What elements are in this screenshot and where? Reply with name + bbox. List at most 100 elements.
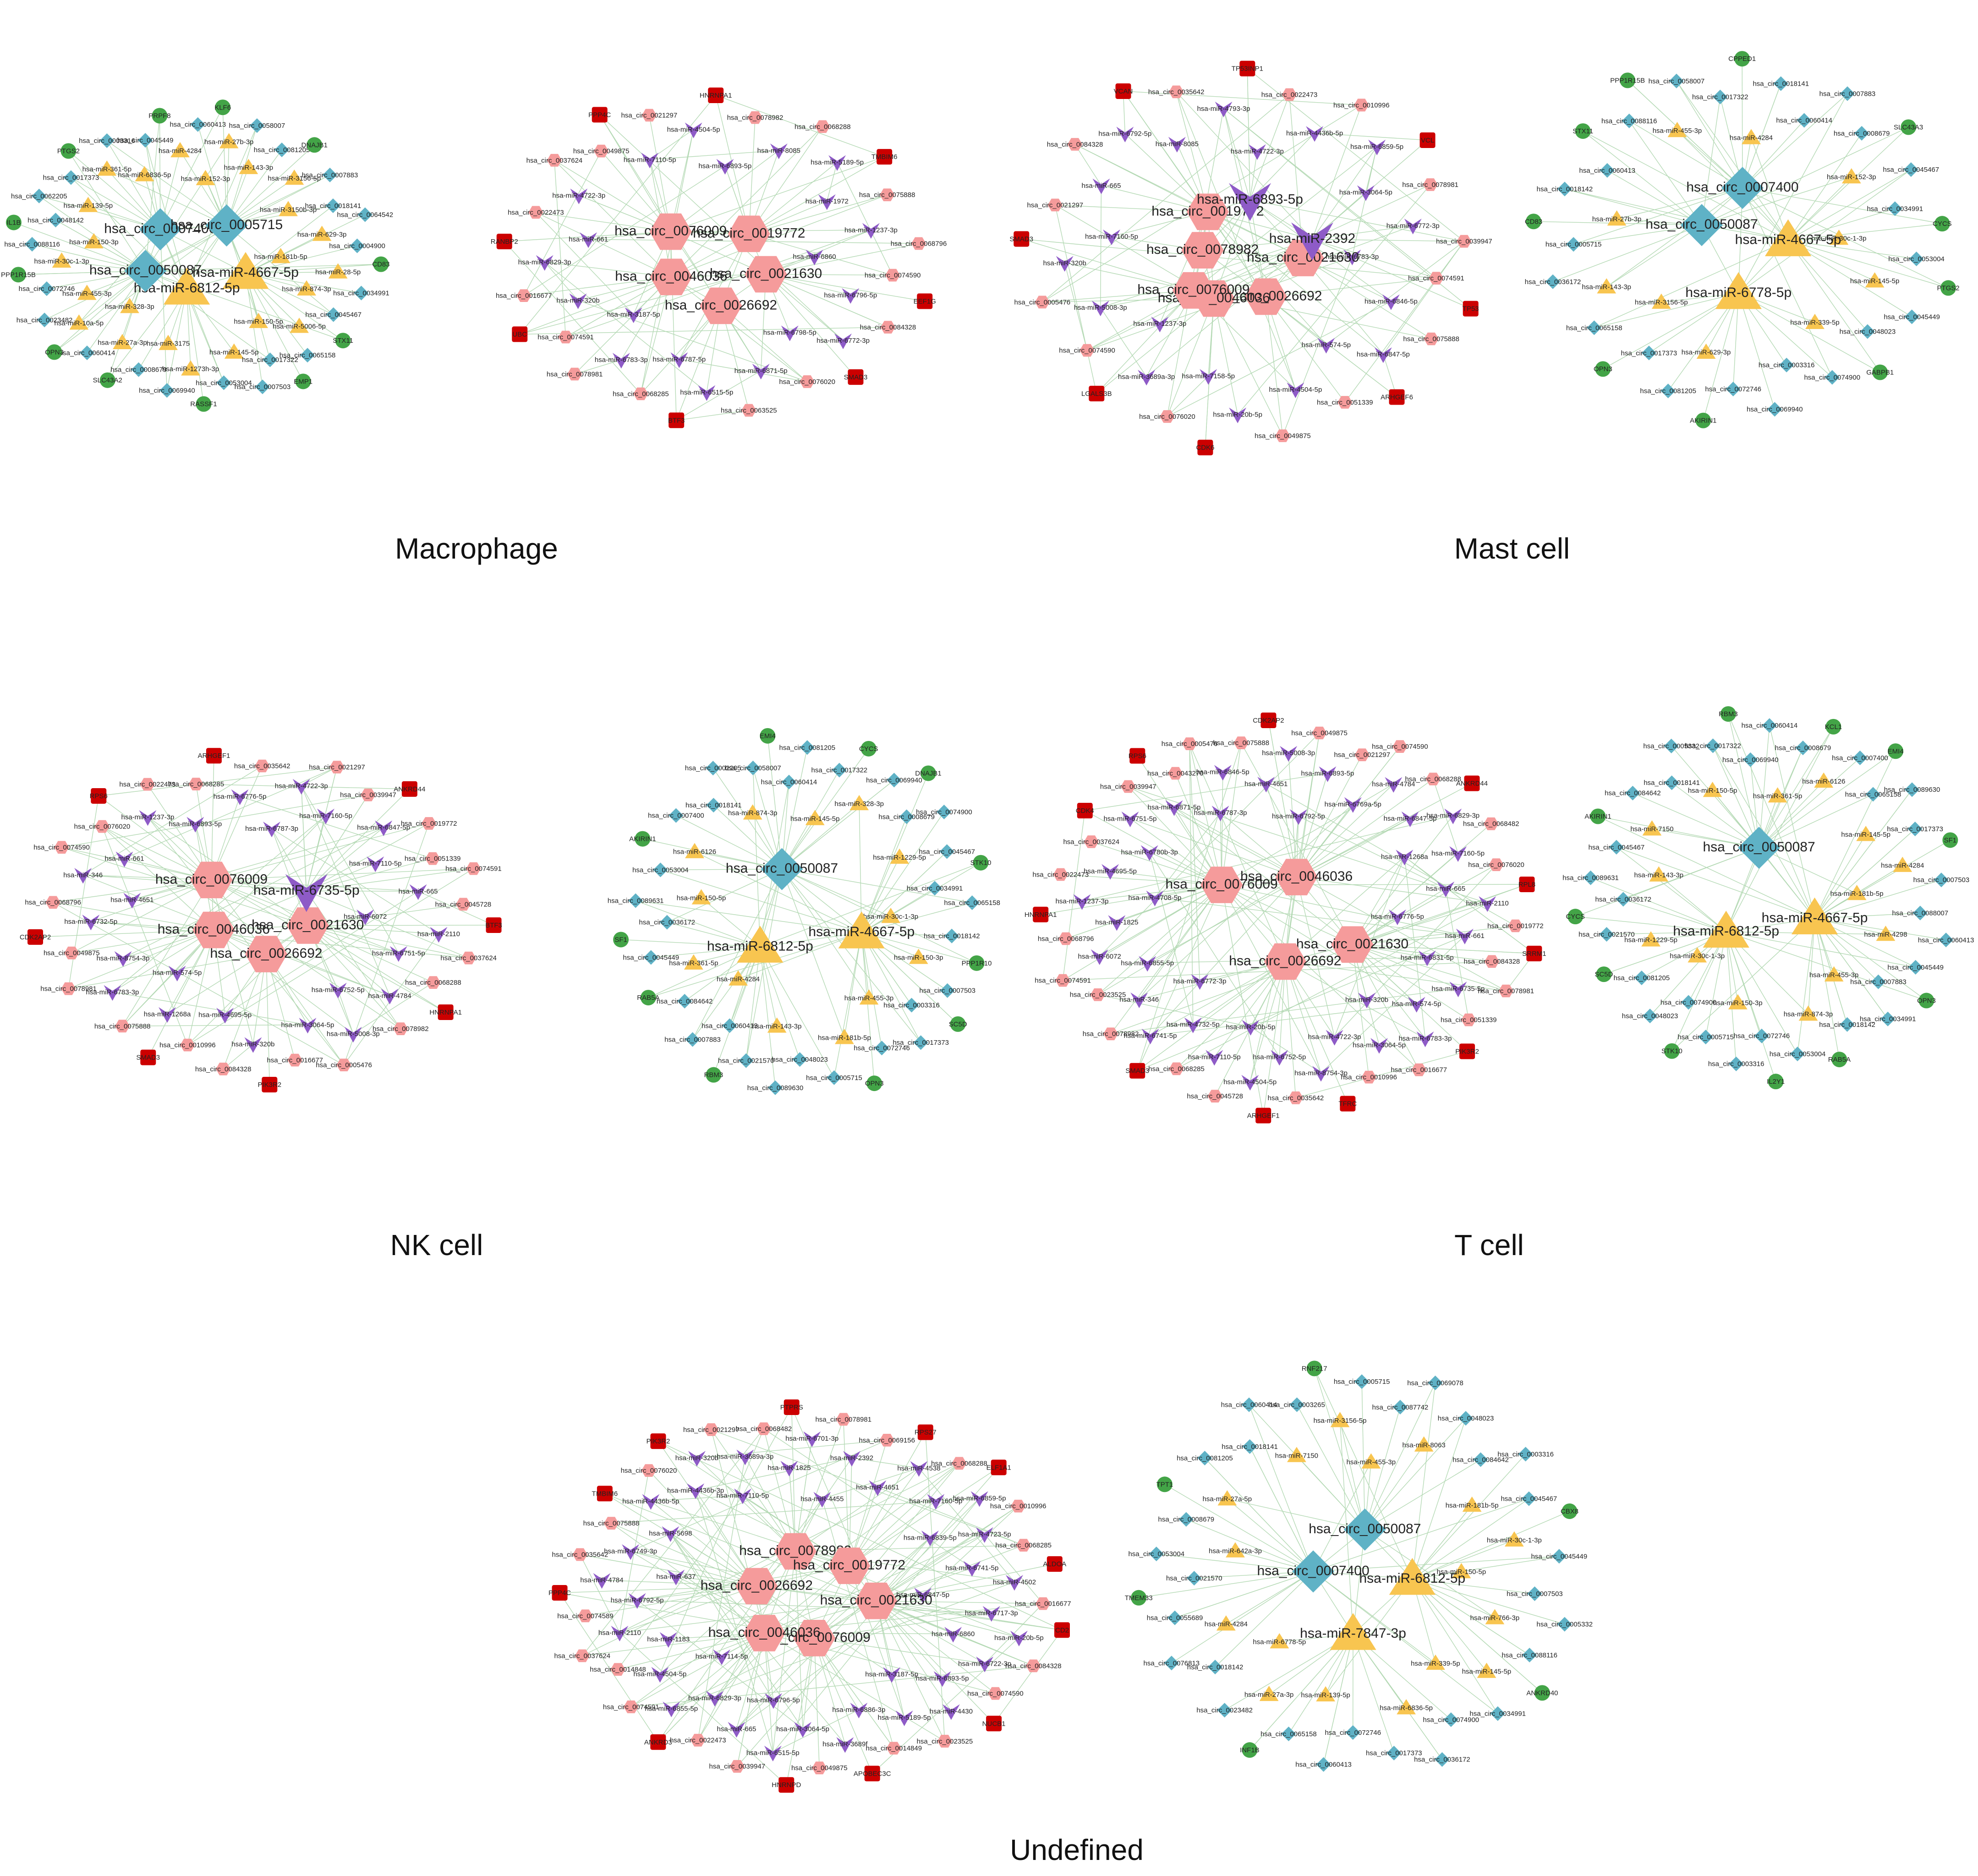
mirna-node-hsa-mir-6787-3p bbox=[1211, 806, 1229, 822]
mirna-node-hsa-mir-4722-3p bbox=[1248, 144, 1266, 160]
node-label: hsa-miR-6859-5p bbox=[953, 1494, 1006, 1502]
node-label: hsa-miR-346 bbox=[63, 871, 103, 879]
node-label: PPP4C bbox=[588, 111, 611, 119]
gene-node-smad3 bbox=[1014, 231, 1030, 247]
node-label: IL2Y1 bbox=[1767, 1078, 1785, 1086]
mirna-node-hsa-mir-7110-5p bbox=[641, 153, 659, 169]
mirna-node-hsa-mir-6829-3p bbox=[1444, 808, 1462, 824]
node-label: hsa-miR-4284 bbox=[717, 975, 760, 983]
node-label: hsa-miR-4436b-5p bbox=[1286, 129, 1343, 137]
node-label: hsa-miR-5189-5p bbox=[811, 159, 864, 166]
mirna-node-hsa-mir-6812-5p bbox=[164, 268, 210, 305]
node-label: hsa_circ_0060413 bbox=[170, 121, 226, 129]
node-label: hsa_circ_0003316 bbox=[79, 137, 135, 145]
node-label: hsa_circ_0036172 bbox=[1414, 1756, 1470, 1764]
node-label: hsa-miR-1237-3p bbox=[1056, 898, 1109, 905]
gene-node-ankrd44 bbox=[401, 781, 417, 797]
mirna-node-hsa-mir-150-5p bbox=[249, 313, 268, 328]
node-label: DNAJB1 bbox=[301, 141, 328, 149]
node-label: hsa_circ_0068285 bbox=[1148, 1065, 1205, 1073]
panel-title-undefined: Undefined bbox=[1010, 1833, 1144, 1866]
node-label: PIK3R2 bbox=[1455, 1048, 1479, 1055]
node-label: hsa_circ_0068796 bbox=[891, 240, 947, 247]
gene-node-prpf8 bbox=[152, 108, 168, 124]
node-label: hsa-miR-874-3p bbox=[1784, 1010, 1833, 1018]
node-label: hsa-miR-6886-3p bbox=[832, 1706, 885, 1714]
node-label: hsa_circ_0072746 bbox=[1325, 1729, 1381, 1737]
node-label: hsa-miR-30c-1-3p bbox=[863, 913, 918, 921]
mirna-node-hsa-mir-145-5p bbox=[224, 343, 244, 359]
node-label: PTGS2 bbox=[1937, 284, 1959, 292]
mirna-node-hsa-mir-30c-1-3p bbox=[1829, 230, 1849, 245]
node-label: hsa_circ_0017322 bbox=[1692, 93, 1748, 101]
node-label: hsa_circ_0074590 bbox=[33, 844, 90, 851]
circ-node-hsa-circ-0022473 bbox=[528, 206, 543, 219]
node-label: hsa_circ_0072746 bbox=[1705, 385, 1761, 393]
mirna-node-hsa-mir-339-5p bbox=[1805, 313, 1825, 329]
node-label: hsa-miR-642a-3p bbox=[1209, 1547, 1262, 1555]
node-label: hsa_circ_0018141 bbox=[685, 801, 742, 809]
gene-node-arhgef1 bbox=[206, 748, 222, 764]
node-label: hsa_circ_0007400 bbox=[104, 221, 216, 236]
node-label: hsa-miR-5008-3p bbox=[1074, 304, 1127, 312]
circ-node-hsa-circ-0007503 bbox=[255, 379, 270, 395]
node-label: CD83 bbox=[1525, 218, 1542, 225]
node-label: hsa-miR-4502 bbox=[993, 1578, 1036, 1586]
gene-node-ranbp2 bbox=[496, 233, 512, 249]
node-label: hsa_circ_0076020 bbox=[1468, 861, 1524, 869]
node-label: hsa_circ_0069156 bbox=[859, 1437, 915, 1444]
node-label: hsa-miR-30c-1-3p bbox=[1487, 1536, 1542, 1544]
circ-node-hsa-circ-0081205 bbox=[800, 740, 815, 755]
circ-node-hsa-circ-0084328 bbox=[1068, 138, 1082, 151]
mirna-node-hsa-mir-4784 bbox=[1385, 777, 1403, 793]
circ-node-hsa-circ-0043270 bbox=[1168, 767, 1183, 780]
circ-node-hsa-circ-0023525 bbox=[1090, 988, 1105, 1001]
circ-node-hsa-circ-0078982 bbox=[748, 111, 762, 124]
mirna-node-hsa-mir-6778-5p bbox=[1715, 272, 1762, 309]
circ-node-hsa-circ-0088116 bbox=[1622, 113, 1637, 128]
node-label: hsa_circ_0048023 bbox=[772, 1056, 828, 1064]
node-label: hsa-miR-6829-3p bbox=[1426, 812, 1479, 820]
node-label: hsa-miR-4732-5p bbox=[1167, 1021, 1220, 1029]
mirna-node-hsa-mir-27a-3p bbox=[113, 334, 132, 349]
circ-node-hsa-circ-0051339 bbox=[1337, 396, 1353, 409]
node-label: hsa_circ_0068285 bbox=[168, 780, 224, 788]
node-label: TP53 bbox=[1463, 305, 1479, 313]
mirna-node-hsa-mir-874-3p bbox=[297, 280, 316, 296]
node-label: hsa-miR-6893-5p bbox=[916, 1674, 969, 1682]
node-label: hsa_circ_0019772 bbox=[1487, 922, 1544, 930]
node-label: hsa_circ_0076020 bbox=[74, 823, 131, 831]
mirna-node-hsa-mir-150-5p bbox=[691, 889, 711, 905]
node-label: hsa-miR-145-5p bbox=[1841, 831, 1890, 839]
cluster-core: hsa-miR-6783-3p hsa-miR-1237-3p hsa-miR-47… bbox=[1009, 60, 1492, 455]
node-label: hsa-miR-6783-3p bbox=[1399, 1035, 1452, 1042]
node-label: hsa-miR-4708-5p bbox=[1129, 894, 1182, 902]
node-label: hsa_circ_0034991 bbox=[1470, 1710, 1526, 1718]
mirna-node-hsa-mir-346 bbox=[74, 868, 92, 884]
node-label: hsa_circ_0018141 bbox=[1222, 1443, 1278, 1451]
node-label: hsa-miR-6072 bbox=[344, 913, 387, 921]
node-label: hsa-miR-6751-5p bbox=[372, 949, 425, 957]
node-label: ARHGEF1 bbox=[1247, 1112, 1280, 1120]
node-label: hsa_circ_0078981 bbox=[815, 1415, 871, 1423]
node-label: hsa_circ_0017373 bbox=[43, 174, 99, 182]
node-label: HNRNPA1 bbox=[429, 1009, 462, 1016]
gene-node-hnrnpa1 bbox=[708, 87, 724, 103]
node-label: hsa_circ_0017322 bbox=[811, 767, 868, 774]
node-label: BTF3 bbox=[485, 922, 502, 929]
gene-node-pik3r2 bbox=[262, 1077, 278, 1093]
node-label: hsa-miR-4722-3p bbox=[552, 192, 605, 200]
node-label: hsa-miR-7847-3p bbox=[1300, 1626, 1406, 1641]
node-label: hsa-miR-4784 bbox=[368, 992, 411, 1000]
node-label: hsa-miR-5006-5p bbox=[273, 323, 326, 330]
circ-node-hsa-circ-0007883 bbox=[1840, 86, 1855, 101]
node-label: hsa-miR-6722-3p bbox=[958, 1660, 1011, 1668]
node-label: hsa-miR-3156-5p bbox=[1635, 299, 1688, 307]
node-label: hsa-miR-6796-5p bbox=[747, 1696, 800, 1704]
node-label: hsa_circ_0088007 bbox=[1892, 909, 1949, 917]
node-label: hsa-miR-3150b-3p bbox=[260, 206, 317, 214]
node-label: hsa-miR-661 bbox=[1445, 932, 1485, 940]
circ-node-hsa-circ-0003316 bbox=[904, 998, 919, 1013]
node-label: hsa_circ_0008679 bbox=[878, 813, 935, 821]
node-label: TP53INP1 bbox=[1232, 65, 1263, 73]
